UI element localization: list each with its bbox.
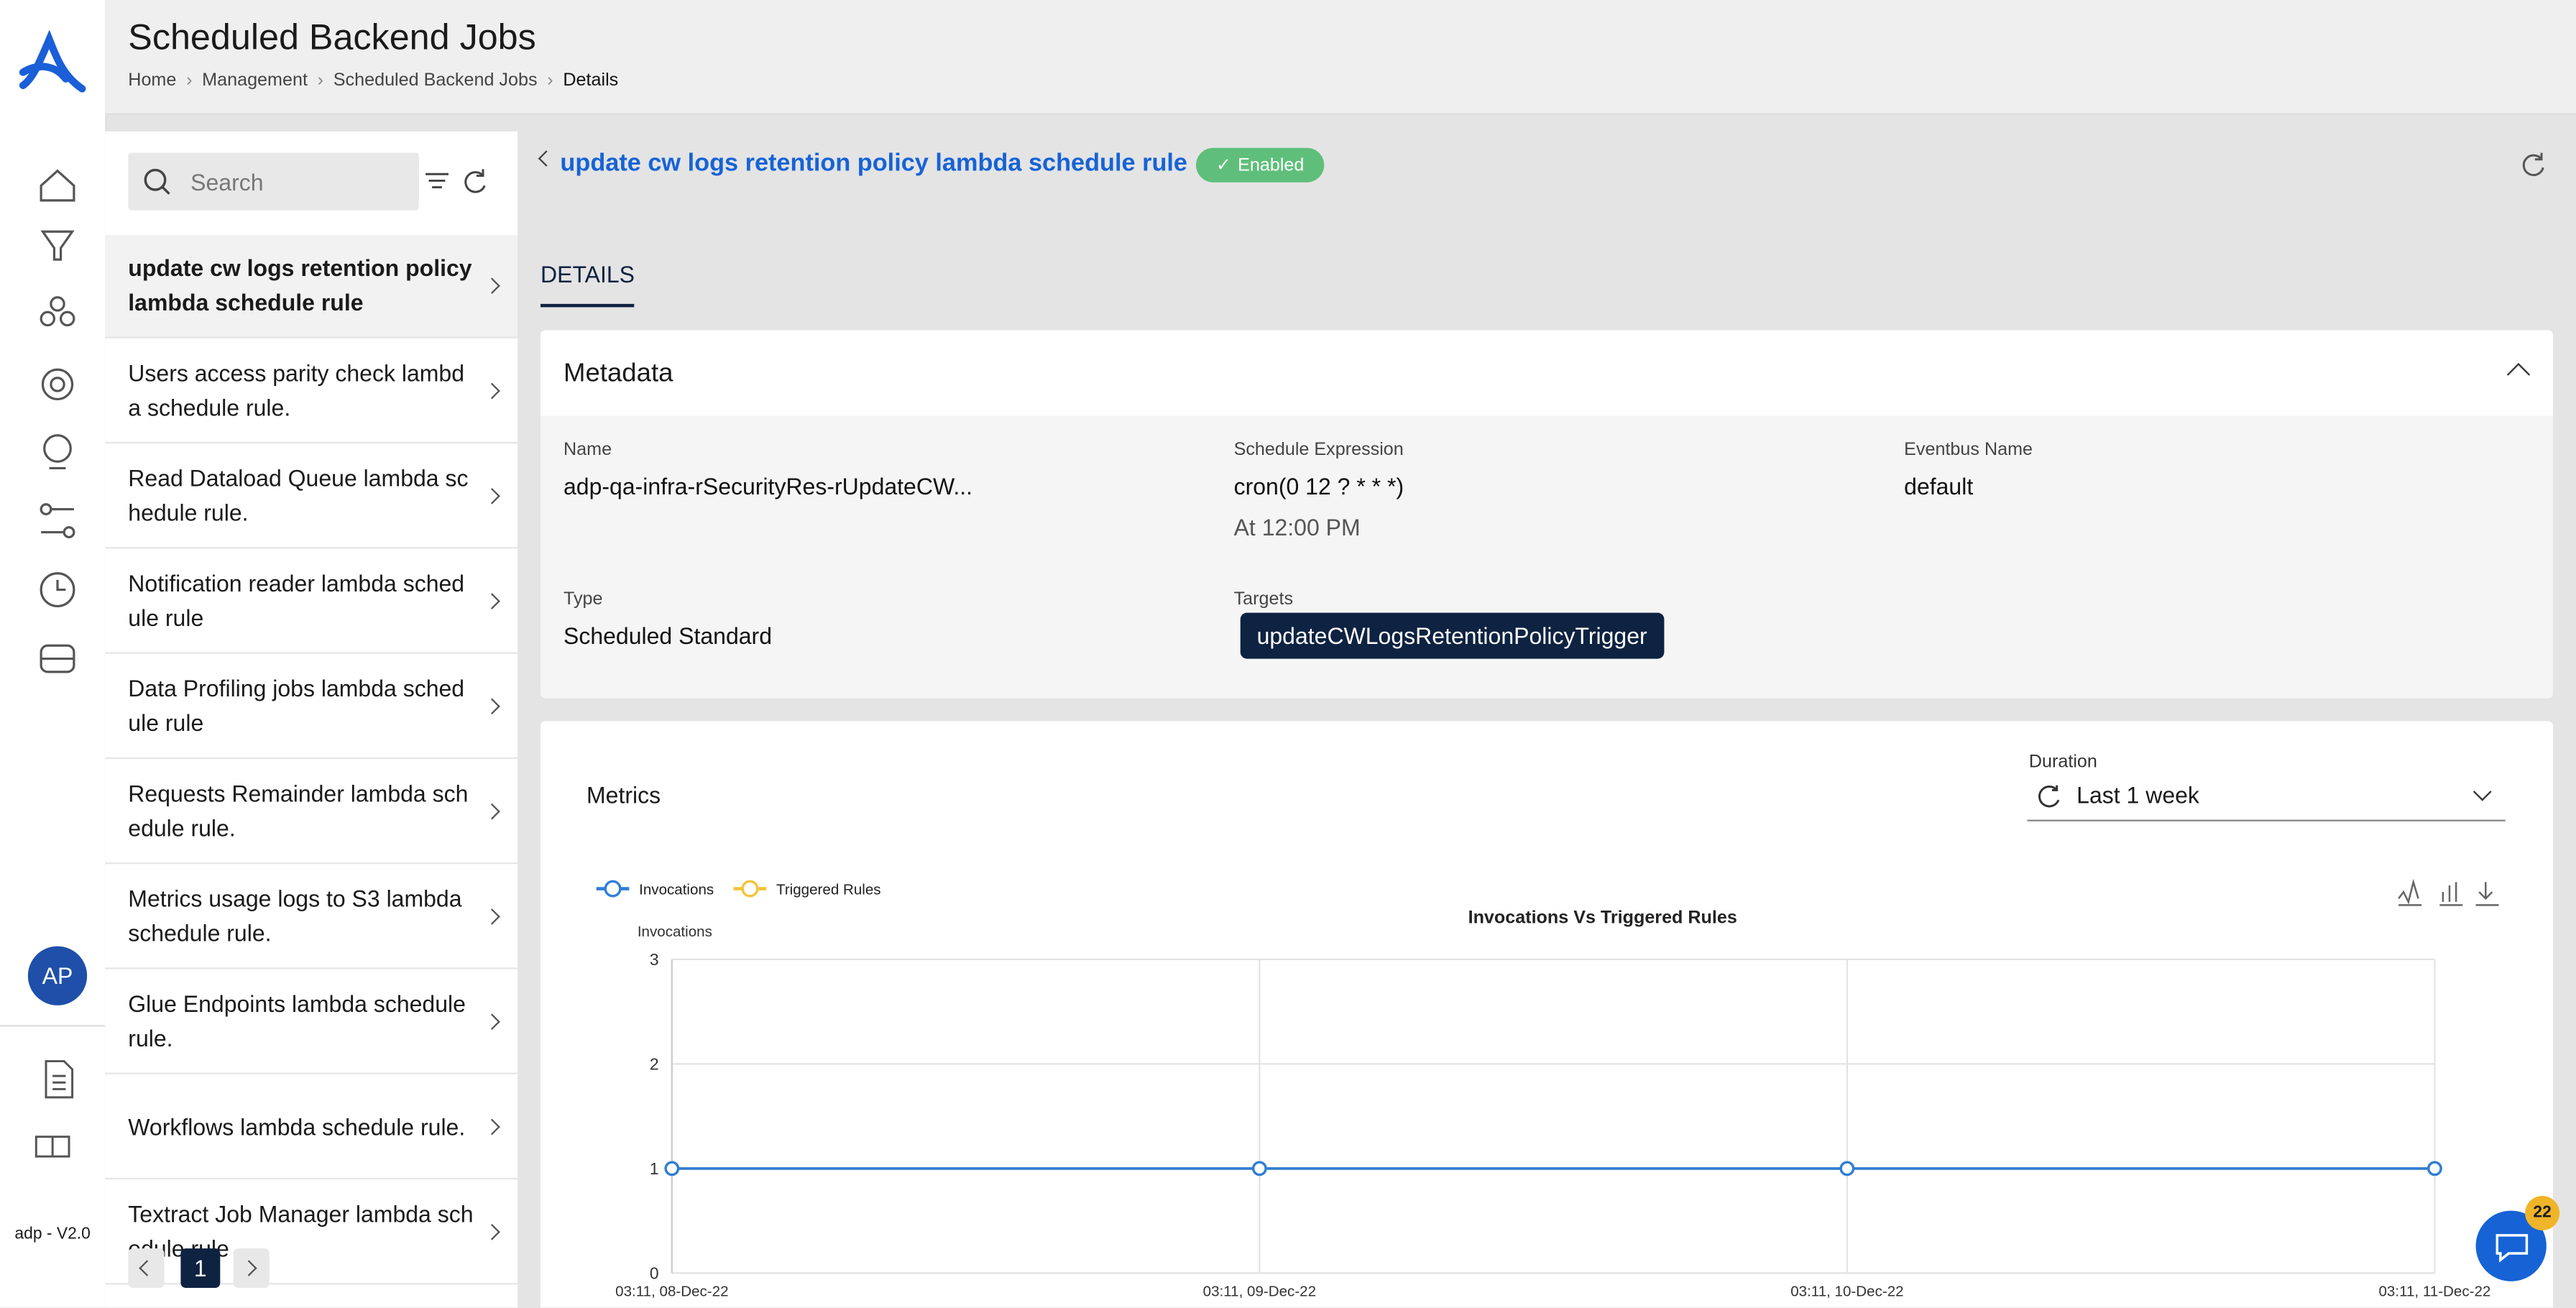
- data-point: [1251, 1161, 1267, 1176]
- legend-marker: [604, 880, 622, 898]
- crumb-sep: ›: [317, 70, 324, 91]
- logo: [19, 29, 86, 93]
- job-list: Search update cw logs retention policy l…: [105, 131, 518, 1308]
- list-tools[interactable]: [424, 167, 493, 197]
- list-item-text: Glue Endpoints lambda schedule rule.: [128, 990, 466, 1051]
- field-label: Name: [563, 440, 612, 460]
- y-axis-label: Invocations: [638, 924, 712, 940]
- metrics-title: Metrics: [586, 781, 661, 809]
- y-tick-label: 1: [650, 1159, 659, 1178]
- y-tick-label: 0: [650, 1263, 659, 1282]
- legend-marker: [741, 880, 759, 898]
- breadcrumb[interactable]: Home: [128, 70, 177, 91]
- duration-label: Duration: [2028, 752, 2097, 773]
- data-point: [1839, 1161, 1855, 1176]
- breadcrumb[interactable]: Management: [202, 70, 308, 91]
- chevron: [484, 1118, 500, 1136]
- chevron: [484, 908, 500, 925]
- page-number[interactable]: 1: [180, 1248, 221, 1288]
- list-item[interactable]: Workflows lambda schedule rule.: [105, 1076, 518, 1180]
- y-tick-label: 2: [650, 1054, 659, 1073]
- list-item-text: Notification reader lambda schedule rule: [128, 570, 465, 631]
- list-item-text: Requests Remainder lambda schedule rule.: [128, 780, 469, 842]
- list-item[interactable]: update cw logs retention policy lambda s…: [105, 234, 518, 338]
- breadcrumbs: Home › Management › Scheduled Backend Jobs › D…: [128, 70, 618, 90]
- nav-icons[interactable]: [33, 156, 83, 681]
- metadata-title: Metadata: [563, 359, 673, 388]
- help-badge: 22: [2525, 1195, 2560, 1230]
- list-item-text: Read Dataload Queue lambda schedule rule…: [128, 464, 469, 526]
- chevron: [484, 1013, 500, 1031]
- search-placeholder: Search: [190, 169, 264, 195]
- field-label: Type: [563, 589, 603, 609]
- chevron: [484, 487, 500, 505]
- search-box[interactable]: Search: [128, 152, 419, 211]
- chart: Invocations Vs Triggered Rules Invocation…: [596, 878, 2499, 1299]
- list-item-text: Data Profiling jobs lambda schedule rule: [128, 675, 465, 736]
- list-item[interactable]: Read Dataload Queue lambda schedule rule…: [105, 445, 518, 549]
- field-value: adp-qa-infra-rSecurityRes-rUpdateCW...: [563, 473, 973, 499]
- list-item[interactable]: Users access parity check lambda schedul…: [105, 340, 518, 444]
- data-point: [2427, 1161, 2442, 1176]
- list-item[interactable]: Data Profiling jobs lambda schedule rule: [105, 655, 518, 759]
- metrics-card: Metrics Duration Last 1 week Invocations…: [540, 721, 2553, 1308]
- crumb-sep: ›: [186, 70, 193, 91]
- metadata-card: Metadata Name adp-qa-infra-rSecurityRes-r…: [540, 330, 2553, 699]
- duration-value: Last 1 week: [2076, 781, 2199, 809]
- nav-icons-bottom[interactable]: [33, 1058, 83, 1173]
- header: Scheduled Backend Jobs Home › Management › S…: [105, 0, 2576, 115]
- chevron: [484, 382, 500, 400]
- list-item[interactable]: Requests Remainder lambda schedule rule.: [105, 760, 518, 865]
- x-tick-label: 03:11, 09-Dec-22: [1203, 1283, 1316, 1299]
- avatar[interactable]: AP: [27, 946, 88, 1005]
- chart-tools[interactable]: [2398, 878, 2499, 906]
- list-item[interactable]: Notification reader lambda schedule rule: [105, 551, 518, 654]
- list-item-text: Workflows lambda schedule rule.: [128, 1113, 466, 1140]
- field-value: cron(0 12 ? * * *): [1233, 473, 1404, 499]
- legend-label[interactable]: Invocations: [639, 882, 714, 898]
- detail-title: update cw logs retention policy lambda s…: [560, 149, 1187, 178]
- collapse[interactable]: [2506, 362, 2531, 387]
- field-label: Schedule Expression: [1233, 440, 1404, 460]
- x-tick-label: 03:11, 11-Dec-22: [2379, 1283, 2491, 1299]
- target-chip: updateCWLogsRetentionPolicyTrigger: [1240, 612, 1664, 659]
- breadcrumb[interactable]: Scheduled Backend Jobs: [333, 70, 538, 91]
- back-button[interactable]: [538, 150, 555, 167]
- chart-title: Invocations Vs Triggered Rules: [1468, 908, 1737, 928]
- version: adp - V2.0: [14, 1225, 91, 1244]
- x-tick-label: 03:11, 08-Dec-22: [615, 1283, 728, 1299]
- field-value: Scheduled Standard: [563, 622, 772, 649]
- list-item[interactable]: Textract Job Manager lambda schedule rul…: [105, 1181, 518, 1285]
- chevron: [484, 803, 500, 820]
- data-point: [664, 1161, 680, 1176]
- chevron: [484, 593, 500, 609]
- list-item[interactable]: Metrics usage logs to S3 lambda schedule…: [105, 866, 518, 970]
- sidebar: AP adp - V2.0: [0, 0, 107, 1308]
- legend-label[interactable]: Triggered Rules: [776, 882, 881, 898]
- y-tick-label: 3: [650, 950, 659, 969]
- list-item-text: update cw logs retention policy lambda s…: [128, 254, 472, 316]
- field-label: Eventbus Name: [1904, 440, 2033, 460]
- field-label: Targets: [1233, 589, 1294, 609]
- chevron: [484, 1223, 500, 1240]
- refresh[interactable]: [2520, 151, 2547, 178]
- breadcrumb[interactable]: Details: [563, 70, 619, 91]
- list-item-text: Users access parity check lambda schedul…: [128, 359, 465, 421]
- list-item[interactable]: Glue Endpoints lambda schedule rule.: [105, 971, 518, 1074]
- field-note: At 12:00 PM: [1233, 514, 1361, 540]
- chevron: [484, 277, 500, 295]
- x-tick-label: 03:11, 10-Dec-22: [1790, 1283, 1903, 1299]
- status-badge: ✓ Enabled: [1195, 147, 1325, 183]
- crumb-sep: ›: [547, 70, 553, 91]
- prev-page[interactable]: [128, 1248, 165, 1288]
- list-item-text: Metrics usage logs to S3 lambda schedule…: [128, 885, 462, 947]
- status-text: Enabled: [1238, 155, 1305, 175]
- tab-details[interactable]: DETAILS: [540, 261, 635, 308]
- chevron: [484, 698, 500, 715]
- next-page[interactable]: [233, 1248, 270, 1288]
- field-value: default: [1904, 473, 1974, 499]
- page-title: Scheduled Backend Jobs: [128, 16, 536, 57]
- duration-select[interactable]: Last 1 week: [2027, 780, 2506, 821]
